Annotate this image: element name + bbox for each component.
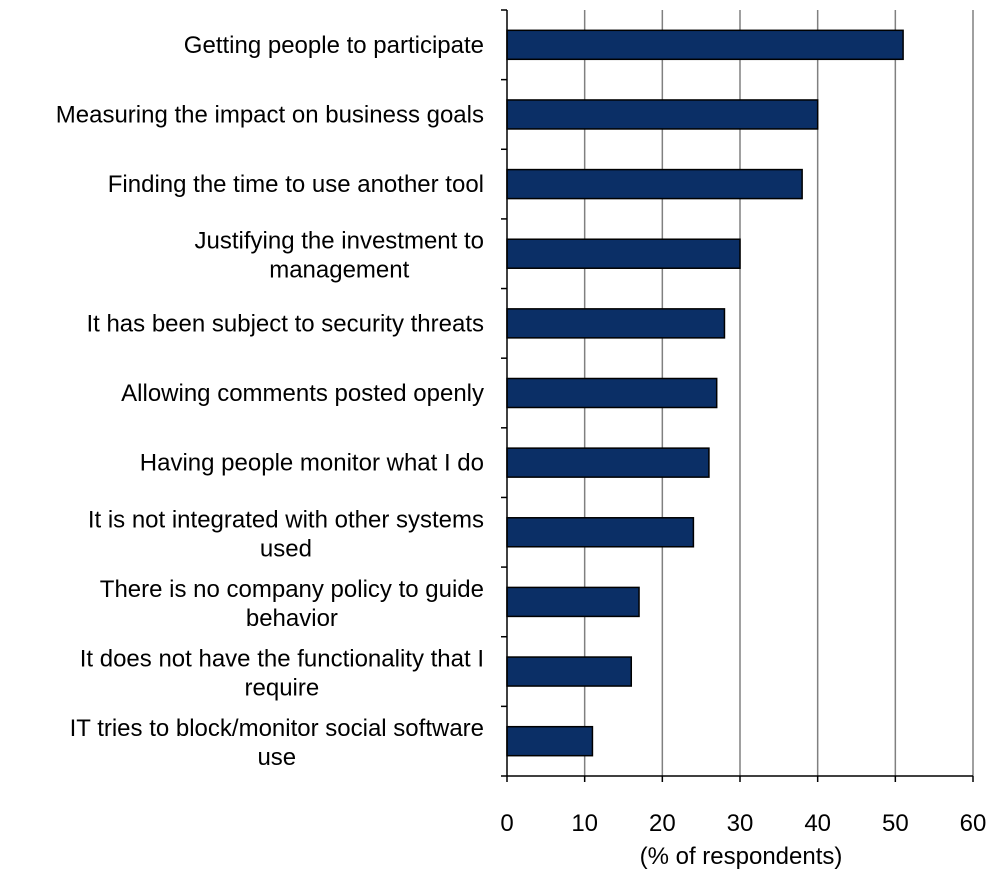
x-tick-label: 60: [960, 810, 987, 837]
category-label: There is no company policy to guide behav…: [100, 576, 484, 632]
category-label-line: IT tries to block/monitor social softwar…: [70, 715, 484, 742]
x-tick-label: 40: [804, 810, 831, 837]
bar-1: [506, 99, 819, 130]
bar-10: [506, 725, 594, 757]
category-label-line: use: [257, 744, 296, 771]
gridlines: [583, 10, 974, 776]
x-tick-labels: 0 10 20 30 40 50 60: [500, 810, 986, 837]
category-label-line: There is no company policy to guide: [100, 576, 484, 603]
axes: [501, 9, 974, 782]
category-label: It does not have the functionality that …: [80, 646, 484, 702]
category-label: It is not integrated with other systems u…: [88, 506, 484, 562]
category-label-line: behavior: [246, 605, 338, 632]
x-tick-label: 20: [649, 810, 676, 837]
bar-3: [506, 238, 741, 269]
bar-8: [506, 586, 640, 618]
category-label-line: Justifying the investment to: [195, 228, 484, 255]
x-tick-label: 50: [882, 810, 909, 837]
category-label: Justifying the investment to management: [195, 228, 484, 284]
category-label-line: It does not have the functionality that …: [80, 646, 484, 673]
x-tick-label: 10: [571, 810, 598, 837]
x-tick-label: 0: [500, 810, 513, 837]
category-label-line: require: [245, 675, 320, 702]
x-axis-title: (% of respondents): [640, 843, 843, 870]
category-label: Allowing comments posted openly: [121, 380, 484, 407]
x-tick-label: 30: [727, 810, 754, 837]
category-label-line: management: [269, 257, 409, 284]
category-label: Finding the time to use another tool: [108, 171, 484, 198]
bar-6: [506, 447, 710, 478]
category-label: It has been subject to security threats: [86, 310, 484, 337]
bar-7: [506, 517, 695, 548]
bars: [506, 29, 904, 757]
bar-0: [506, 29, 904, 61]
category-label-line: It is not integrated with other systems: [88, 506, 484, 533]
bar-2: [506, 168, 803, 200]
category-label: Having people monitor what I do: [140, 450, 484, 477]
category-label: Getting people to participate: [184, 32, 484, 59]
category-labels: Getting people to participate Measuring t…: [56, 32, 484, 771]
category-label: IT tries to block/monitor social softwar…: [70, 715, 484, 771]
bar-5: [506, 377, 718, 409]
category-label: Measuring the impact on business goals: [56, 101, 484, 128]
bar-9: [506, 656, 633, 687]
bar-4: [506, 308, 726, 339]
category-label-line: used: [260, 535, 312, 562]
